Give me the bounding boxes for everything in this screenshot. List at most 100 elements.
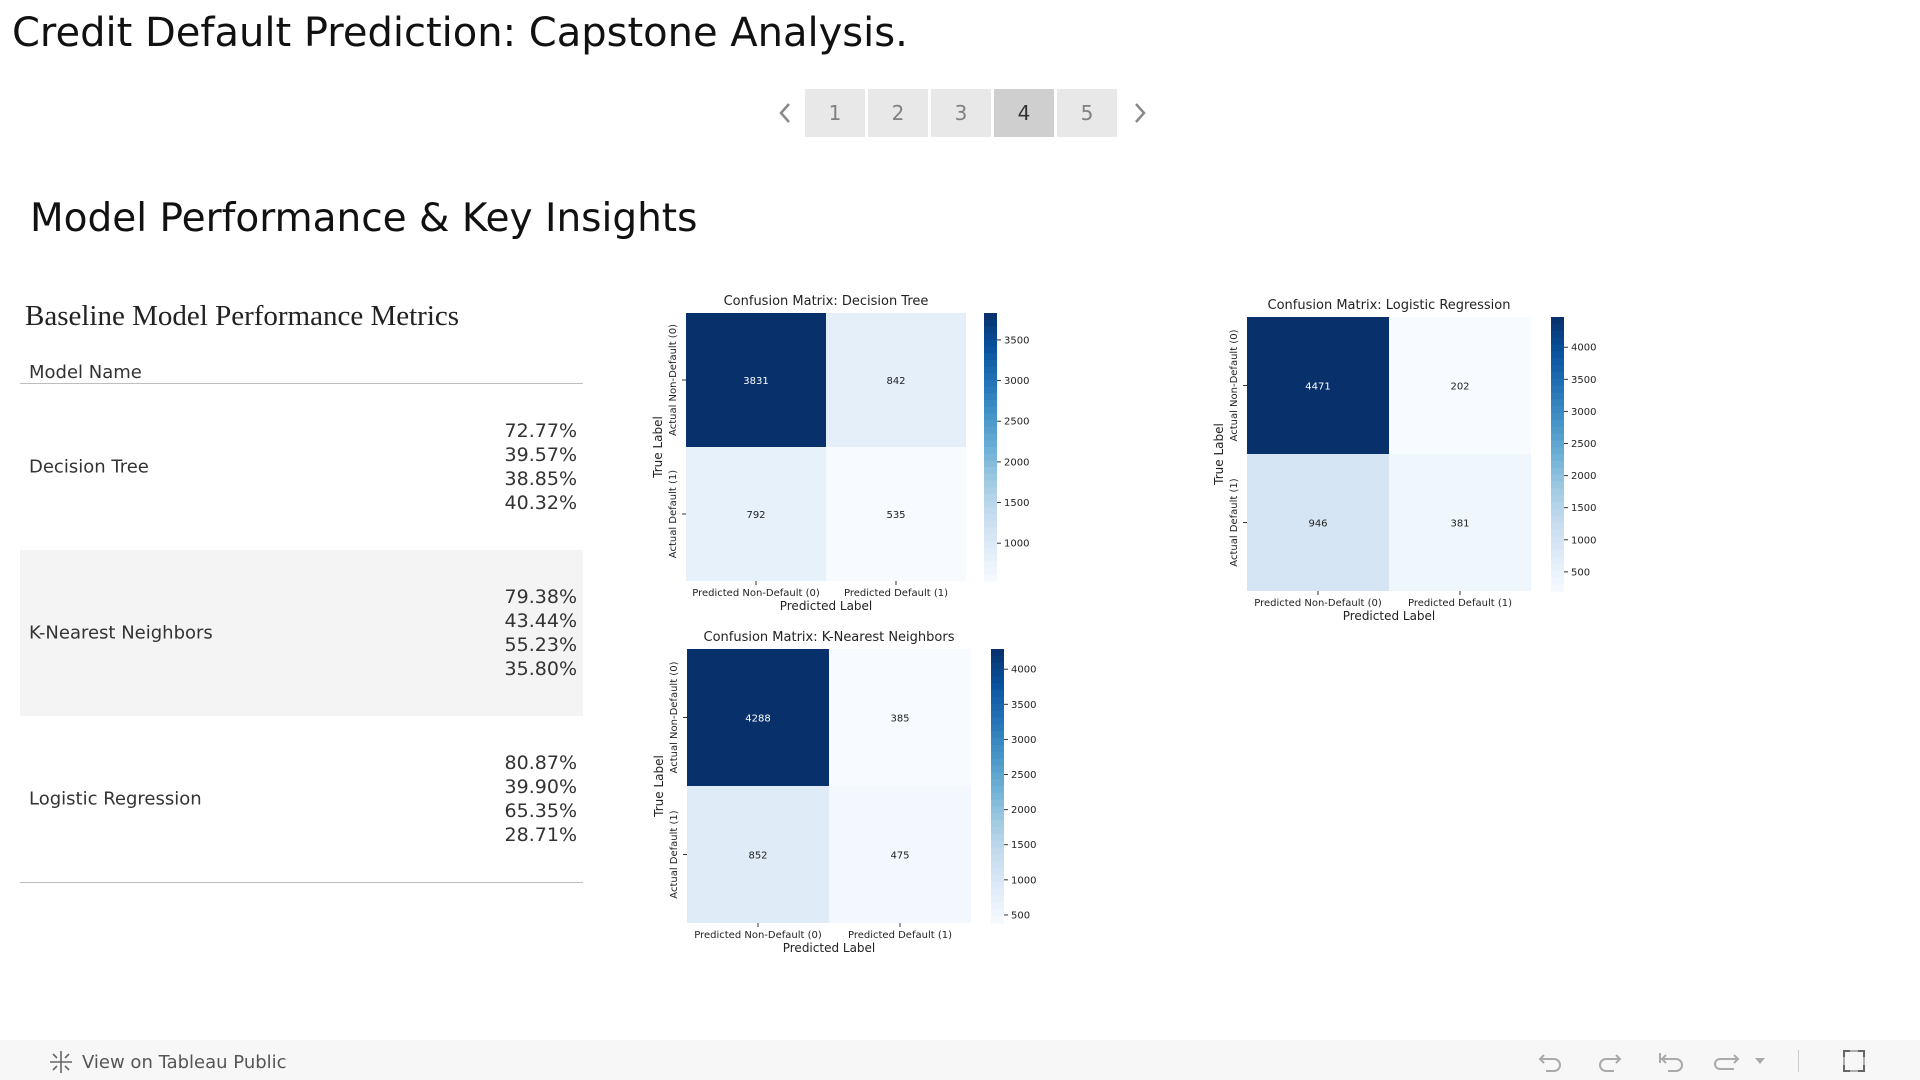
- colorbar-segment: [1551, 426, 1564, 435]
- colorbar-segment: [984, 380, 997, 388]
- colorbar-segment: [1551, 412, 1564, 421]
- model-name-cell: Decision Tree: [29, 456, 149, 478]
- metric-value: 65.35%: [504, 800, 577, 822]
- colorbar-segment: [984, 540, 997, 549]
- colorbar-segment: [1551, 563, 1564, 572]
- cell-value-label: 946: [1308, 519, 1327, 530]
- colorbar-segment: [991, 779, 1004, 787]
- heatmap-cell: [1389, 454, 1531, 591]
- metric-value: 72.77%: [504, 420, 577, 442]
- colorbar-segment: [1551, 337, 1564, 345]
- metric-value: 28.71%: [504, 824, 577, 846]
- fullscreen-icon[interactable]: [1842, 1049, 1866, 1073]
- colorbar-tick-label: 1500: [1571, 503, 1596, 514]
- colorbar-segment: [1551, 378, 1564, 387]
- colorbar-segment: [984, 527, 997, 535]
- colorbar-segment: [984, 433, 997, 441]
- table-bottom-divider: [20, 882, 583, 883]
- chevron-right-icon[interactable]: [1120, 88, 1160, 138]
- x-tick-label: Predicted Non-Default (0): [694, 930, 822, 941]
- metric-value: 39.57%: [504, 444, 577, 466]
- story-pager: 1 2 3 4 5: [765, 88, 1160, 138]
- colorbar-tick-label: 3500: [1011, 700, 1036, 711]
- model-name-cell: K-Nearest Neighbors: [29, 622, 213, 644]
- colorbar-segment: [1551, 447, 1564, 455]
- colorbar-segment: [984, 440, 997, 448]
- colorbar-segment: [984, 400, 997, 408]
- colorbar-segment: [984, 480, 997, 488]
- colorbar-tick-label: 500: [1011, 910, 1030, 921]
- cell-value-label: 842: [886, 376, 905, 387]
- colorbar-segment: [984, 426, 997, 435]
- colorbar-tick-label: 3000: [1571, 407, 1596, 418]
- colorbar-segment: [991, 799, 1004, 808]
- colorbar-segment: [984, 373, 997, 381]
- metric-value: 38.85%: [504, 468, 577, 490]
- chart-title: Confusion Matrix: Decision Tree: [724, 294, 929, 309]
- colorbar-segment: [991, 744, 1004, 753]
- story-page-4[interactable]: 4: [994, 89, 1054, 137]
- colorbar-segment: [984, 473, 997, 482]
- footer-divider: [1798, 1050, 1799, 1072]
- story-page-3[interactable]: 3: [931, 89, 991, 137]
- colorbar-segment: [991, 806, 1004, 814]
- colorbar-segment: [1551, 529, 1564, 537]
- chart-title: Confusion Matrix: Logistic Regression: [1268, 298, 1511, 313]
- colorbar-segment: [1551, 549, 1564, 558]
- colorbar-segment: [991, 833, 1004, 842]
- colorbar-segment: [984, 447, 997, 455]
- colorbar-segment: [991, 649, 1004, 657]
- colorbar-segment: [984, 487, 997, 495]
- heatmap-cell: [686, 313, 826, 447]
- colorbar-segment: [1551, 419, 1564, 428]
- view-on-tableau-link[interactable]: View on Tableau Public: [48, 1049, 287, 1075]
- colorbar-segment: [1551, 495, 1564, 503]
- redo-icon[interactable]: [1596, 1049, 1624, 1073]
- revert-icon[interactable]: [1656, 1049, 1686, 1073]
- colorbar-tick-label: 2000: [1004, 457, 1029, 468]
- colorbar-tick-label: 3000: [1011, 735, 1036, 746]
- colorbar-segment: [984, 467, 997, 475]
- colorbar-segment: [1551, 351, 1564, 359]
- colorbar-segment: [991, 916, 1004, 924]
- colorbar-segment: [1551, 399, 1564, 407]
- colorbar-segment: [991, 854, 1004, 862]
- dropdown-caret-icon[interactable]: [1752, 1049, 1768, 1073]
- refresh-icon[interactable]: [1712, 1049, 1742, 1073]
- undo-icon[interactable]: [1536, 1049, 1564, 1073]
- colorbar-segment: [1551, 556, 1564, 565]
- colorbar-segment: [984, 393, 997, 401]
- colorbar-tick-label: 2000: [1011, 805, 1036, 816]
- metric-value: 39.90%: [504, 776, 577, 798]
- colorbar-segment: [984, 406, 997, 415]
- chevron-left-icon[interactable]: [765, 88, 805, 138]
- colorbar-segment: [984, 326, 997, 334]
- colorbar-segment: [984, 319, 997, 327]
- colorbar-segment: [991, 655, 1004, 664]
- cell-value-label: 4288: [745, 714, 770, 725]
- colorbar-segment: [984, 560, 997, 569]
- colorbar-segment: [984, 333, 997, 341]
- story-title: Credit Default Prediction: Capstone Anal…: [12, 10, 908, 56]
- story-page-1[interactable]: 1: [805, 89, 865, 137]
- colorbar-segment: [984, 346, 997, 354]
- x-axis-label: Predicted Label: [1343, 609, 1436, 623]
- colorbar-segment: [1551, 577, 1564, 585]
- colorbar-segment: [991, 868, 1004, 876]
- heatmap-cell: [829, 786, 971, 923]
- colorbar-segment: [991, 724, 1004, 732]
- heatmap-cell: [826, 313, 966, 447]
- story-page-5[interactable]: 5: [1057, 89, 1117, 137]
- colorbar-segment: [991, 861, 1004, 869]
- colorbar-segment: [1551, 522, 1564, 530]
- metrics-table-title: Baseline Model Performance Metrics: [25, 300, 460, 332]
- story-page-2[interactable]: 2: [868, 89, 928, 137]
- colorbar-segment: [991, 676, 1004, 684]
- heatmap-cell: [1247, 317, 1389, 454]
- colorbar-tick-label: 4000: [1011, 665, 1036, 676]
- colorbar-segment: [984, 413, 997, 421]
- colorbar-segment: [1551, 467, 1564, 476]
- colorbar-segment: [984, 507, 997, 515]
- colorbar-tick-label: 1000: [1011, 875, 1036, 886]
- colorbar-tick-label: 500: [1571, 567, 1590, 578]
